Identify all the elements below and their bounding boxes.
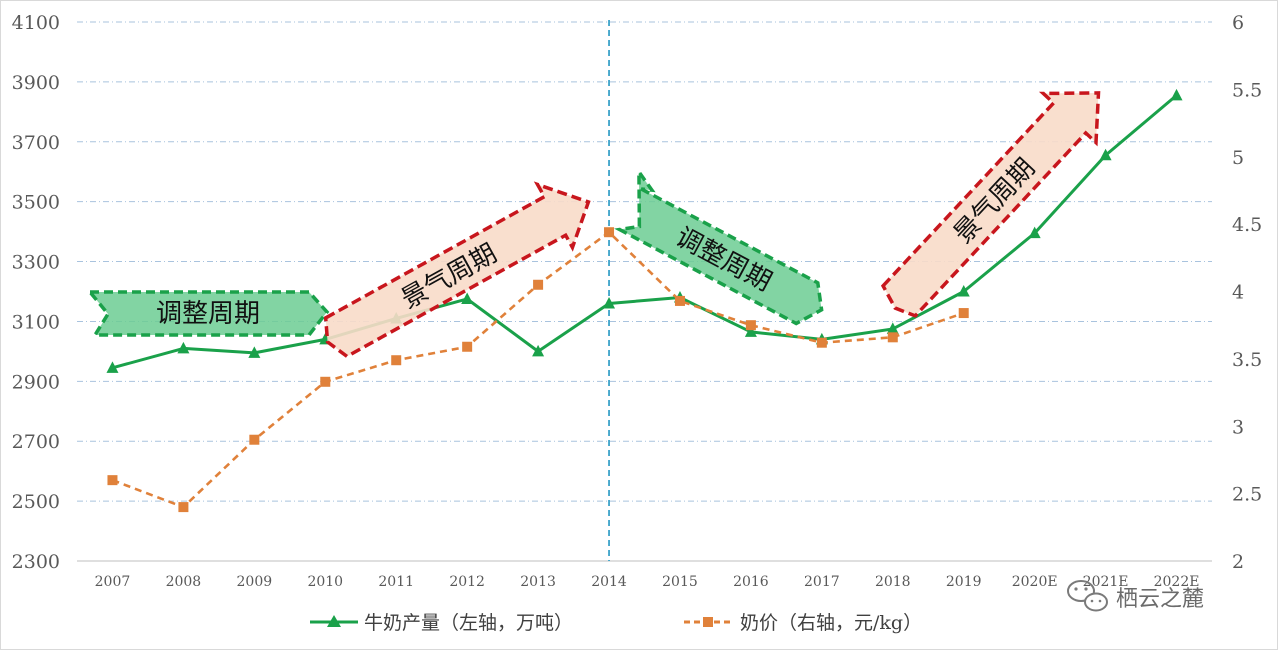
right-axis-tick-label: 4.5 (1232, 214, 1262, 236)
legend-triangle-marker (327, 615, 341, 627)
right-axis-tick-label: 6 (1232, 12, 1244, 34)
right-axis-tick-label: 4 (1232, 282, 1244, 304)
x-axis-tick-label: 2007 (95, 574, 131, 590)
x-axis-tick-label: 2013 (520, 574, 556, 590)
data-point-triangle (886, 322, 899, 334)
data-point-triangle (248, 346, 261, 358)
x-axis-tick-label: 2011 (378, 574, 414, 590)
left-axis-tick-label: 3300 (12, 252, 60, 274)
data-point-triangle (461, 292, 474, 304)
left-axis-tick-label: 3100 (12, 311, 60, 333)
left-axis-tick-label: 3500 (12, 192, 60, 214)
data-point-triangle (177, 341, 190, 354)
watermark: 栖云之麓 (1067, 580, 1204, 612)
x-axis-tick-label: 2008 (166, 574, 202, 590)
data-point-square (533, 279, 544, 290)
data-point-square (958, 308, 969, 319)
left-axis-tick-label: 2900 (12, 371, 60, 393)
data-point-square (745, 320, 756, 331)
data-point-triangle (532, 344, 545, 357)
legend-square-marker (703, 617, 713, 627)
left-axis-tick-label: 2500 (12, 491, 60, 513)
data-point-triangle (106, 361, 119, 373)
data-point-square (604, 227, 615, 238)
right-axis-tick-label: 5 (1232, 147, 1244, 169)
x-axis-tick-label: 2009 (237, 574, 273, 590)
series-layer (106, 88, 1183, 513)
data-point-square (391, 355, 402, 366)
x-axis-ticks: 2007 2008 2009 2010 2011 2012 2013 2014 2015 2016… (95, 574, 1200, 590)
series-line-0 (112, 94, 1178, 370)
data-point-triangle (1099, 148, 1112, 161)
data-point-triangle (1170, 88, 1183, 101)
right-axis-tick-label: 5.5 (1232, 79, 1262, 101)
left-axis-tick-label: 3900 (12, 72, 60, 94)
x-axis-tick-label: 2020E (1012, 574, 1058, 590)
x-axis-tick-label: 2016 (733, 574, 769, 590)
legend: 牛奶产量（左轴，万吨） 奶价（右轴，元/kg） (310, 612, 922, 634)
legend-item-milk-output: 牛奶产量（左轴，万吨） (310, 612, 573, 634)
x-axis-tick-label: 2010 (307, 574, 343, 590)
legend-item-milk-price: 奶价（右轴，元/kg） (684, 612, 922, 634)
data-point-square (462, 341, 473, 352)
legend-label: 奶价（右轴，元/kg） (740, 612, 922, 634)
left-axis-tick-label: 4100 (12, 12, 60, 34)
left-axis-tick-label: 2700 (12, 431, 60, 453)
wechat-icon (1067, 580, 1108, 612)
x-axis-tick-label: 2012 (449, 574, 485, 590)
data-point-square (887, 332, 898, 343)
legend-label: 牛奶产量（左轴，万吨） (364, 612, 573, 634)
annotation-label: 调整周期 (156, 299, 260, 329)
left-axis-tick-label: 2300 (12, 551, 60, 573)
data-point-triangle (603, 296, 616, 309)
data-point-square (674, 295, 685, 306)
data-point-square (178, 502, 189, 513)
right-axis-tick-label: 2 (1232, 551, 1244, 573)
x-axis-tick-label: 2018 (875, 574, 911, 590)
x-axis-tick-label: 2021E (1083, 574, 1129, 590)
x-axis-tick-label: 2014 (591, 574, 627, 590)
data-point-triangle (744, 325, 757, 337)
gridlines (77, 21, 1212, 562)
x-axis-tick-label: 2017 (804, 574, 840, 590)
data-point-triangle (1028, 226, 1041, 239)
data-point-square (816, 337, 827, 348)
data-point-square (107, 475, 118, 486)
right-axis-tick-label: 2.5 (1232, 484, 1262, 506)
left-axis-ticks: 2300 2500 2700 2900 3100 3300 3500 3700 3900 4100 (12, 12, 60, 573)
x-axis-tick-label: 2022E (1154, 574, 1200, 590)
data-point-square (249, 434, 260, 445)
data-point-triangle (957, 285, 970, 297)
left-axis-tick-label: 3700 (12, 132, 60, 154)
x-axis-tick-label: 2019 (946, 574, 982, 590)
watermark-text: 栖云之麓 (1116, 587, 1204, 612)
annotation-adjust-1: 调整周期 (86, 290, 330, 337)
right-axis-tick-label: 3 (1232, 416, 1244, 438)
right-axis-ticks: 2 2.5 3 3.5 4 4.5 5 5.5 6 (1232, 12, 1262, 573)
data-point-square (320, 376, 331, 387)
right-axis-tick-label: 3.5 (1232, 349, 1262, 371)
x-axis-tick-label: 2015 (662, 574, 698, 590)
